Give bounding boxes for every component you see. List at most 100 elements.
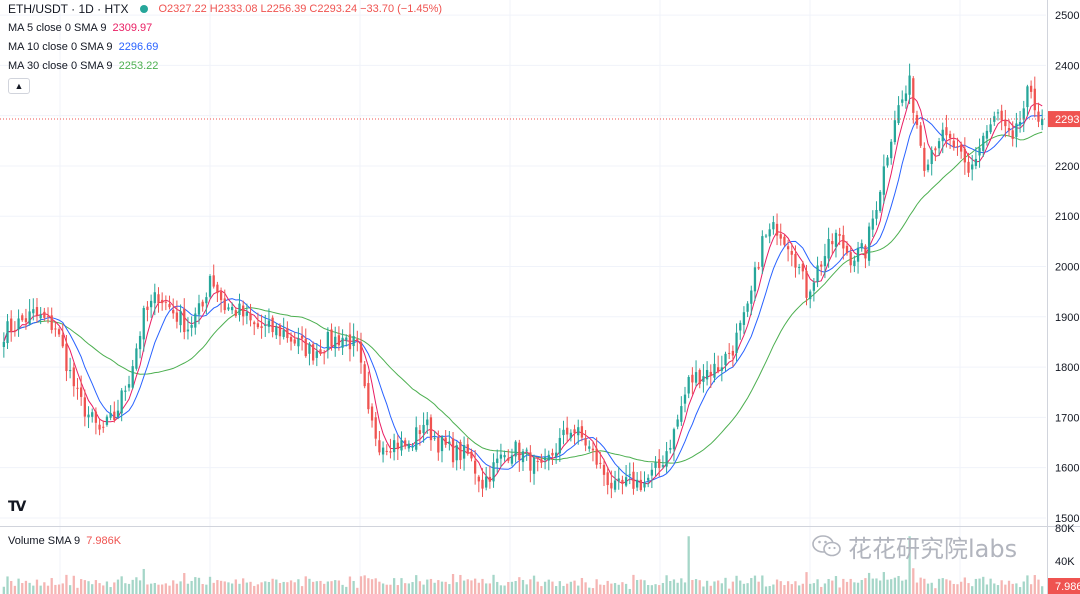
candle-body	[691, 374, 694, 383]
candle-body	[680, 406, 683, 422]
candle-body	[901, 99, 904, 103]
price-tick-label: 1700.00	[1055, 412, 1080, 424]
candle-body	[584, 438, 587, 446]
candle-body	[643, 482, 646, 488]
volume-bar	[378, 581, 381, 594]
volume-bar	[551, 581, 554, 594]
volume-bar	[444, 581, 447, 594]
candle-body	[937, 141, 941, 149]
volume-bar	[1037, 579, 1040, 594]
volume-bar	[109, 587, 112, 594]
volume-bar	[591, 588, 595, 594]
candle-body	[967, 161, 970, 173]
volume-bar	[415, 575, 418, 594]
candle-body	[422, 424, 425, 434]
volume-bar	[345, 586, 348, 594]
candle-body	[50, 315, 53, 330]
volume-bar	[658, 585, 661, 594]
collapse-legend-button[interactable]: ▲	[8, 78, 30, 94]
volume-bar	[470, 580, 473, 594]
volume-bar	[919, 577, 922, 594]
symbol-title[interactable]: ETH/USDT · 1D · HTX	[8, 2, 129, 16]
candle-body	[378, 440, 381, 453]
volume-bar	[17, 578, 20, 594]
volume-bar	[982, 576, 985, 594]
candle-body	[135, 348, 138, 369]
candle-body	[418, 430, 422, 435]
chevron-up-icon: ▲	[14, 81, 24, 91]
ma30-legend[interactable]: MA 30 close 0 SMA 9 2253.22	[8, 59, 158, 73]
volume-bar	[971, 586, 974, 594]
candle-body	[768, 229, 771, 237]
candle-body	[363, 364, 366, 387]
candle-body	[890, 141, 893, 159]
volume-value: 7.986K	[86, 535, 122, 547]
candle-body	[595, 448, 598, 465]
candle-body	[131, 366, 134, 388]
candle-body	[573, 429, 576, 434]
volume-bar	[584, 582, 587, 594]
candle-body	[197, 303, 201, 315]
candle-body	[805, 270, 808, 298]
volume-bar	[164, 583, 167, 594]
volume-bar	[783, 585, 786, 594]
candle-body	[599, 462, 602, 464]
candle-body	[124, 390, 127, 392]
volume-bar	[149, 583, 153, 594]
volume-bar	[451, 574, 455, 594]
candle-body	[525, 449, 528, 451]
volume-bar	[459, 574, 462, 594]
volume-bar	[948, 580, 952, 594]
volume-bar	[462, 580, 466, 594]
volume-bar	[308, 578, 311, 594]
ma10-legend[interactable]: MA 10 close 0 SMA 9 2296.69	[8, 40, 158, 54]
volume-bar	[772, 584, 775, 594]
volume-bar	[72, 575, 75, 594]
candle-body	[297, 338, 300, 347]
price-axis[interactable]: 2500.002400.002300.002200.002100.002000.…	[1048, 10, 1080, 594]
candle-body	[750, 290, 753, 304]
candle-body	[367, 383, 370, 410]
volume-bar	[717, 580, 720, 594]
candle-body	[753, 267, 757, 292]
candle-body	[319, 349, 322, 354]
volume-bar	[635, 579, 639, 594]
volume-bar	[43, 582, 46, 594]
ohlc-low: L2256.39	[260, 3, 307, 15]
volume-bar	[32, 585, 35, 594]
candle-body	[481, 479, 484, 489]
volume-bar	[83, 580, 86, 594]
candle-body	[1018, 121, 1022, 126]
volume-bar	[595, 579, 598, 594]
ma5-legend[interactable]: MA 5 close 0 SMA 9 2309.97	[8, 21, 152, 35]
candle-body	[694, 372, 698, 383]
volume-bar	[304, 576, 307, 594]
volume-bar	[197, 577, 201, 594]
candle-body	[282, 330, 285, 337]
volume-bar	[39, 585, 42, 594]
volume-bar	[135, 577, 138, 594]
candle-body	[996, 112, 1000, 114]
candle-body	[948, 133, 952, 139]
candle-body	[1033, 88, 1036, 111]
ma5-line	[3, 96, 1043, 485]
volume-bar	[886, 579, 889, 594]
volume-bar	[223, 581, 226, 594]
candle-body	[315, 351, 318, 358]
volume-bar	[219, 580, 223, 594]
volume-bar	[812, 583, 816, 594]
volume-bar	[967, 583, 970, 594]
price-tick-label: 1800.00	[1055, 362, 1080, 374]
volume-bar	[323, 583, 326, 594]
candle-body	[17, 318, 20, 330]
tradingview-logo[interactable]: TV	[8, 499, 26, 515]
volume-bar	[341, 584, 344, 594]
volume-legend[interactable]: Volume SMA 9 7.986K	[8, 535, 121, 547]
volume-bar	[289, 580, 293, 594]
volume-bar	[960, 581, 963, 594]
volume-bar	[650, 585, 654, 594]
volume-bar	[1029, 584, 1033, 594]
candle-body	[308, 343, 311, 354]
candle-body	[580, 426, 584, 438]
